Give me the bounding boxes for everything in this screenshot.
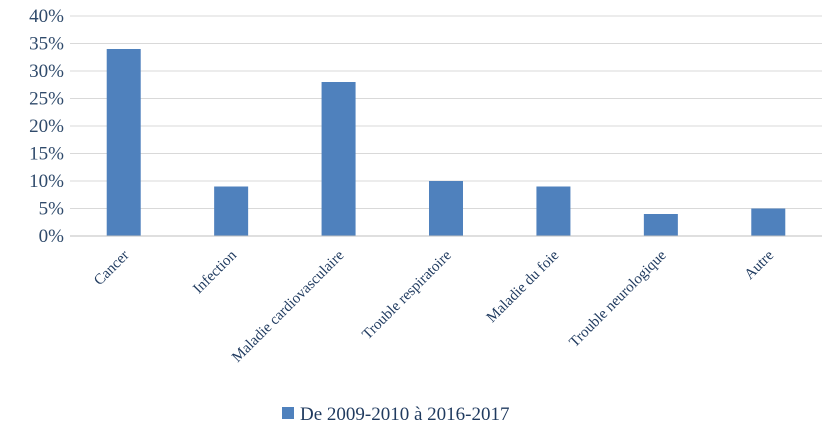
y-tick-label: 35% — [29, 34, 64, 55]
gridlines — [70, 15, 822, 209]
y-tick-label: 10% — [29, 171, 64, 192]
bars — [106, 49, 786, 236]
x-category-label: Maladie cardiovasculaire — [229, 247, 347, 365]
bar — [536, 186, 571, 236]
y-tick-label: 5% — [39, 199, 65, 220]
bar — [429, 181, 463, 236]
x-category-label: Maladie du foie — [484, 247, 563, 326]
bar — [106, 49, 141, 236]
bar — [214, 186, 249, 236]
y-tick-label: 40% — [29, 6, 64, 27]
x-category-label: Cancer — [91, 248, 132, 289]
bar — [643, 214, 678, 236]
y-tick-label: 0% — [39, 226, 65, 247]
x-category-label: Trouble neurologique — [567, 247, 670, 350]
x-category-label: Infection — [190, 247, 240, 297]
x-category-label: Autre — [742, 247, 778, 283]
y-tick-label: 20% — [29, 116, 64, 137]
y-tick-label: 25% — [29, 89, 64, 110]
legend: De 2009-2010 à 2016-2017 — [282, 404, 510, 425]
legend-label: De 2009-2010 à 2016-2017 — [300, 404, 510, 425]
y-tick-label: 15% — [29, 144, 64, 165]
legend-swatch — [282, 407, 294, 419]
y-tick-label: 30% — [29, 61, 64, 82]
y-axis-ticks: 0% 5% 10% 15% 20% 25% 30% 35% 40% — [29, 6, 64, 247]
bar — [751, 208, 786, 236]
bar — [321, 82, 356, 236]
x-category-label: Trouble respiratoire — [359, 247, 455, 343]
